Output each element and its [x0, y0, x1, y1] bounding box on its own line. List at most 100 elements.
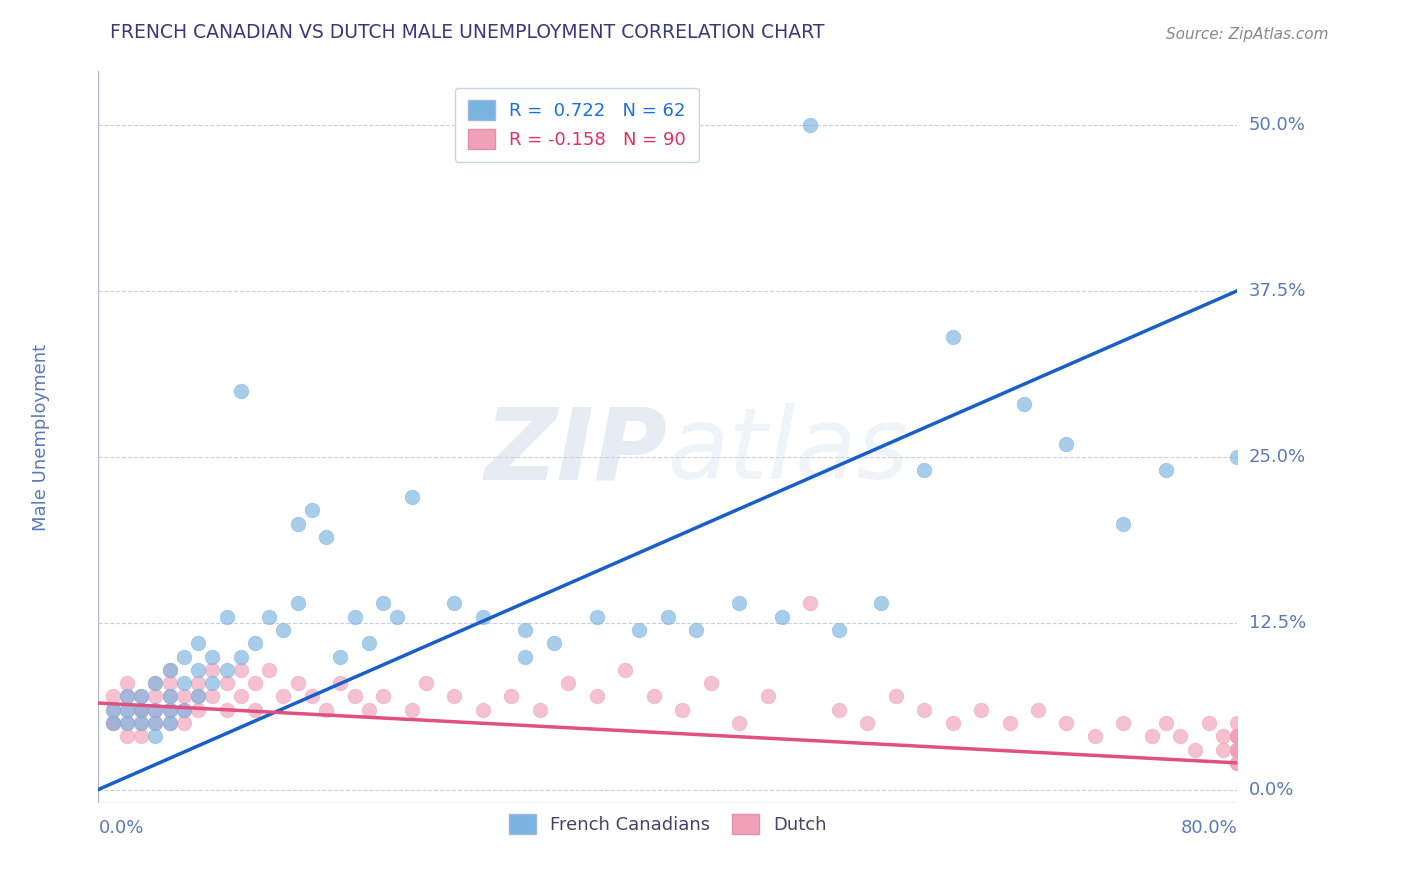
Point: [129, 690, 152, 704]
Point: [1226, 742, 1249, 756]
Text: 25.0%: 25.0%: [1249, 448, 1306, 466]
Point: [614, 663, 637, 677]
Point: [187, 703, 209, 717]
Point: [1226, 729, 1249, 743]
Point: [145, 690, 167, 704]
Point: [159, 676, 181, 690]
Point: [101, 716, 124, 731]
Point: [173, 703, 195, 717]
Point: [101, 703, 124, 717]
Point: [1212, 742, 1234, 756]
Point: [301, 690, 323, 704]
Point: [628, 623, 651, 637]
Point: [884, 690, 907, 704]
Point: [287, 516, 309, 531]
Point: [229, 649, 252, 664]
Point: [173, 690, 195, 704]
Point: [201, 690, 224, 704]
Point: [1084, 729, 1107, 743]
Point: [799, 596, 821, 610]
Point: [173, 716, 195, 731]
Point: [1140, 729, 1163, 743]
Point: [585, 609, 607, 624]
Point: [145, 676, 167, 690]
Text: 80.0%: 80.0%: [1181, 819, 1237, 837]
Point: [1026, 703, 1049, 717]
Point: [215, 676, 238, 690]
Point: [799, 118, 821, 132]
Point: [912, 703, 935, 717]
Point: [1226, 756, 1249, 770]
Text: 0.0%: 0.0%: [1249, 780, 1294, 798]
Point: [1226, 729, 1249, 743]
Point: [970, 703, 993, 717]
Point: [145, 676, 167, 690]
Point: [1198, 716, 1220, 731]
Text: 50.0%: 50.0%: [1249, 116, 1306, 134]
Text: Male Unemployment: Male Unemployment: [32, 343, 51, 531]
Point: [1226, 742, 1249, 756]
Point: [1056, 716, 1078, 731]
Point: [387, 609, 409, 624]
Point: [315, 530, 337, 544]
Point: [415, 676, 437, 690]
Point: [287, 596, 309, 610]
Point: [115, 703, 138, 717]
Point: [329, 676, 352, 690]
Point: [870, 596, 893, 610]
Point: [471, 609, 494, 624]
Point: [243, 636, 266, 650]
Text: 12.5%: 12.5%: [1249, 615, 1306, 632]
Text: Source: ZipAtlas.com: Source: ZipAtlas.com: [1166, 27, 1329, 42]
Point: [187, 690, 209, 704]
Point: [998, 716, 1021, 731]
Point: [1226, 756, 1249, 770]
Text: 0.0%: 0.0%: [98, 819, 143, 837]
Point: [1226, 716, 1249, 731]
Point: [287, 676, 309, 690]
Point: [273, 623, 295, 637]
Point: [1226, 450, 1249, 464]
Legend: French Canadians, Dutch: French Canadians, Dutch: [498, 804, 838, 845]
Point: [129, 729, 152, 743]
Point: [357, 703, 380, 717]
Point: [401, 490, 423, 504]
Point: [1212, 729, 1234, 743]
Point: [115, 716, 138, 731]
Text: atlas: atlas: [668, 403, 910, 500]
Point: [357, 636, 380, 650]
Point: [187, 636, 209, 650]
Point: [728, 596, 751, 610]
Point: [343, 690, 366, 704]
Point: [115, 676, 138, 690]
Point: [145, 716, 167, 731]
Point: [201, 663, 224, 677]
Point: [643, 690, 665, 704]
Point: [1226, 742, 1249, 756]
Point: [259, 609, 281, 624]
Point: [173, 676, 195, 690]
Point: [173, 649, 195, 664]
Point: [1170, 729, 1192, 743]
Point: [115, 690, 138, 704]
Point: [1184, 742, 1206, 756]
Point: [373, 690, 395, 704]
Point: [343, 609, 366, 624]
Point: [942, 330, 965, 344]
Point: [243, 676, 266, 690]
Point: [557, 676, 579, 690]
Point: [315, 703, 337, 717]
Point: [471, 703, 494, 717]
Point: [159, 703, 181, 717]
Point: [401, 703, 423, 717]
Point: [856, 716, 879, 731]
Point: [501, 690, 523, 704]
Point: [129, 703, 152, 717]
Point: [912, 463, 935, 477]
Point: [515, 649, 537, 664]
Point: [159, 690, 181, 704]
Point: [1056, 436, 1078, 450]
Point: [129, 716, 152, 731]
Point: [159, 716, 181, 731]
Point: [1226, 742, 1249, 756]
